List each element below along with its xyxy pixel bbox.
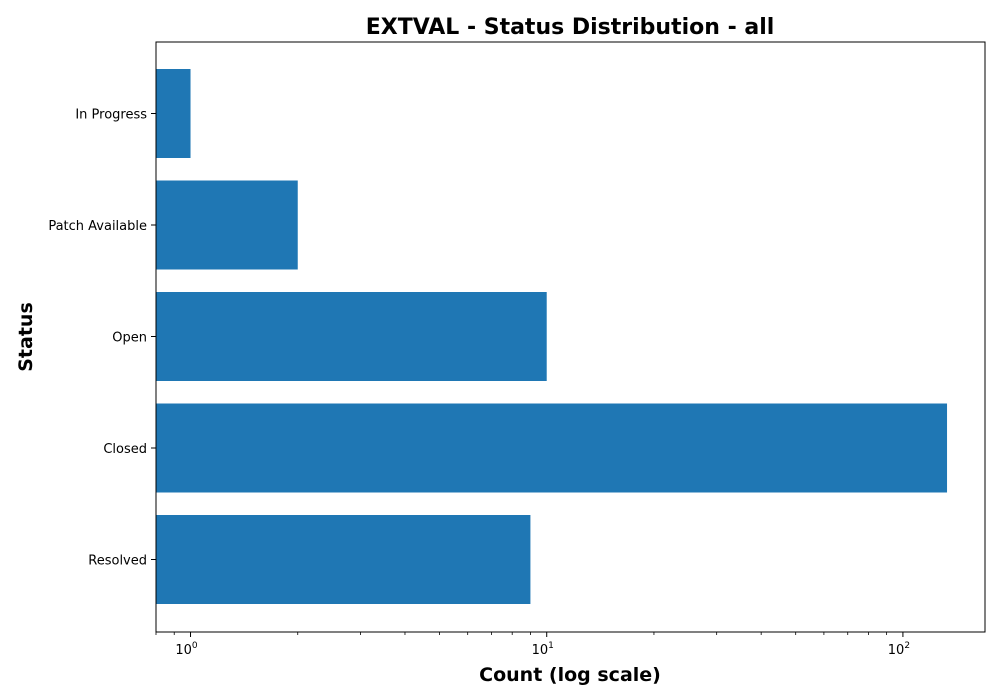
y-tick-label: In Progress bbox=[75, 108, 147, 123]
x-axis-ticks: 100 101 102 bbox=[156, 632, 910, 658]
x-tick-label: 102 bbox=[888, 641, 910, 658]
x-axis-label: Count (log scale) bbox=[479, 664, 661, 686]
y-tick-label: Resolved bbox=[88, 554, 147, 569]
x-tick-label: 100 bbox=[175, 641, 198, 658]
y-tick-label: Closed bbox=[103, 442, 147, 457]
bar-resolved bbox=[156, 515, 530, 604]
bar-closed bbox=[156, 404, 947, 493]
y-tick-label: Open bbox=[112, 331, 147, 346]
bar-in-progress bbox=[156, 69, 191, 158]
bars-group bbox=[156, 69, 947, 604]
y-tick-label: Patch Available bbox=[48, 219, 147, 234]
y-axis-label: Status bbox=[15, 302, 37, 372]
bar-open bbox=[156, 292, 547, 381]
bar-patch-available bbox=[156, 181, 298, 270]
x-tick-label: 101 bbox=[532, 641, 554, 658]
chart-title: EXTVAL - Status Distribution - all bbox=[366, 15, 775, 40]
y-axis-ticks: In Progress Patch Available Open Closed Reso… bbox=[48, 108, 156, 569]
